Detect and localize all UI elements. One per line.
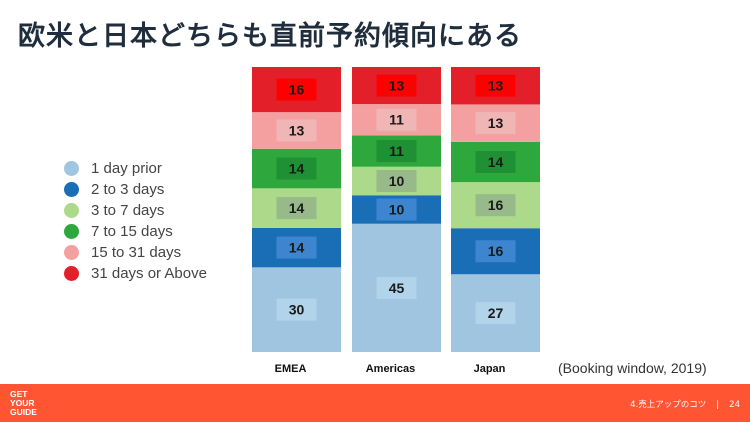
- data-label-box: [376, 276, 417, 299]
- data-label: 16: [289, 82, 305, 98]
- footer-info: 4.売上アップのコツ | 24: [630, 398, 740, 410]
- data-label-box: [376, 74, 417, 97]
- legend-label: 2 to 3 days: [91, 181, 165, 198]
- logo-line: GET: [10, 389, 28, 399]
- data-label-box: [276, 78, 317, 101]
- data-label-box: [475, 302, 516, 325]
- data-label-box: [376, 198, 417, 221]
- data-label: 16: [488, 243, 504, 259]
- data-label: 14: [289, 240, 305, 256]
- data-label: 14: [488, 154, 504, 170]
- legend-item: 1 day prior: [64, 158, 207, 179]
- legend-label: 3 to 7 days: [91, 202, 165, 219]
- data-label: 11: [389, 143, 404, 159]
- getyourguide-logo: GET YOUR GUIDE: [10, 390, 37, 417]
- data-label-box: [475, 151, 516, 173]
- legend-item: 2 to 3 days: [64, 179, 207, 200]
- data-label-box: [376, 170, 417, 192]
- data-label: 45: [389, 280, 405, 296]
- data-label: 10: [389, 202, 405, 218]
- legend-label: 15 to 31 days: [91, 244, 182, 261]
- data-label: 10: [389, 173, 405, 189]
- data-label: 13: [289, 122, 305, 138]
- data-label: 14: [289, 200, 305, 216]
- data-label-box: [376, 108, 417, 131]
- category-label: Japan: [474, 363, 506, 375]
- data-label-box: [276, 119, 317, 142]
- legend-label: 1 day prior: [91, 160, 162, 177]
- page-number: 24: [729, 400, 740, 410]
- legend-item: 31 days or Above: [64, 263, 207, 284]
- footer-section: 4.売上アップのコツ: [630, 400, 707, 410]
- data-label-box: [276, 236, 317, 259]
- data-label-box: [376, 140, 417, 163]
- footer-bar: GET YOUR GUIDE 4.売上アップのコツ | 24: [0, 384, 750, 422]
- page-title: 欧米と日本どちらも直前予約傾向にある: [18, 21, 522, 52]
- legend-swatch: [64, 245, 79, 260]
- footer-separator: |: [716, 400, 720, 410]
- data-label-box: [276, 197, 317, 220]
- legend-item: 3 to 7 days: [64, 200, 207, 221]
- legend-label: 7 to 15 days: [91, 223, 173, 240]
- data-label-box: [475, 112, 516, 135]
- data-label: 27: [488, 305, 504, 321]
- stacked-bar-chart: 30 14 14 14 13 16 EMEA 45 10 10 11 11 13 Americas 27 16…: [252, 67, 540, 375]
- legend-item: 7 to 15 days: [64, 221, 207, 242]
- data-label: 13: [488, 115, 504, 131]
- data-label-box: [276, 157, 317, 180]
- data-label: 11: [389, 112, 404, 128]
- legend-swatch: [64, 182, 79, 197]
- chart-legend: 1 day prior 2 to 3 days 3 to 7 days 7 to…: [64, 158, 207, 284]
- data-label-box: [475, 74, 516, 97]
- data-label-box: [276, 298, 317, 321]
- data-label: 14: [289, 161, 305, 177]
- legend-item: 15 to 31 days: [64, 242, 207, 263]
- data-label-box: [475, 240, 516, 263]
- chart-note: (Booking window, 2019): [558, 360, 707, 376]
- logo-line: YOUR: [10, 398, 35, 408]
- logo-line: GUIDE: [10, 407, 37, 417]
- data-label: 13: [488, 78, 504, 94]
- legend-swatch: [64, 161, 79, 176]
- data-label-box: [475, 194, 516, 217]
- legend-label: 31 days or Above: [91, 265, 207, 282]
- legend-swatch: [64, 224, 79, 239]
- category-label: EMEA: [275, 363, 307, 375]
- legend-swatch: [64, 203, 79, 218]
- data-label: 13: [389, 78, 405, 94]
- data-label: 30: [289, 302, 305, 318]
- data-label: 16: [488, 197, 504, 213]
- category-label: Americas: [366, 363, 416, 375]
- legend-swatch: [64, 266, 79, 281]
